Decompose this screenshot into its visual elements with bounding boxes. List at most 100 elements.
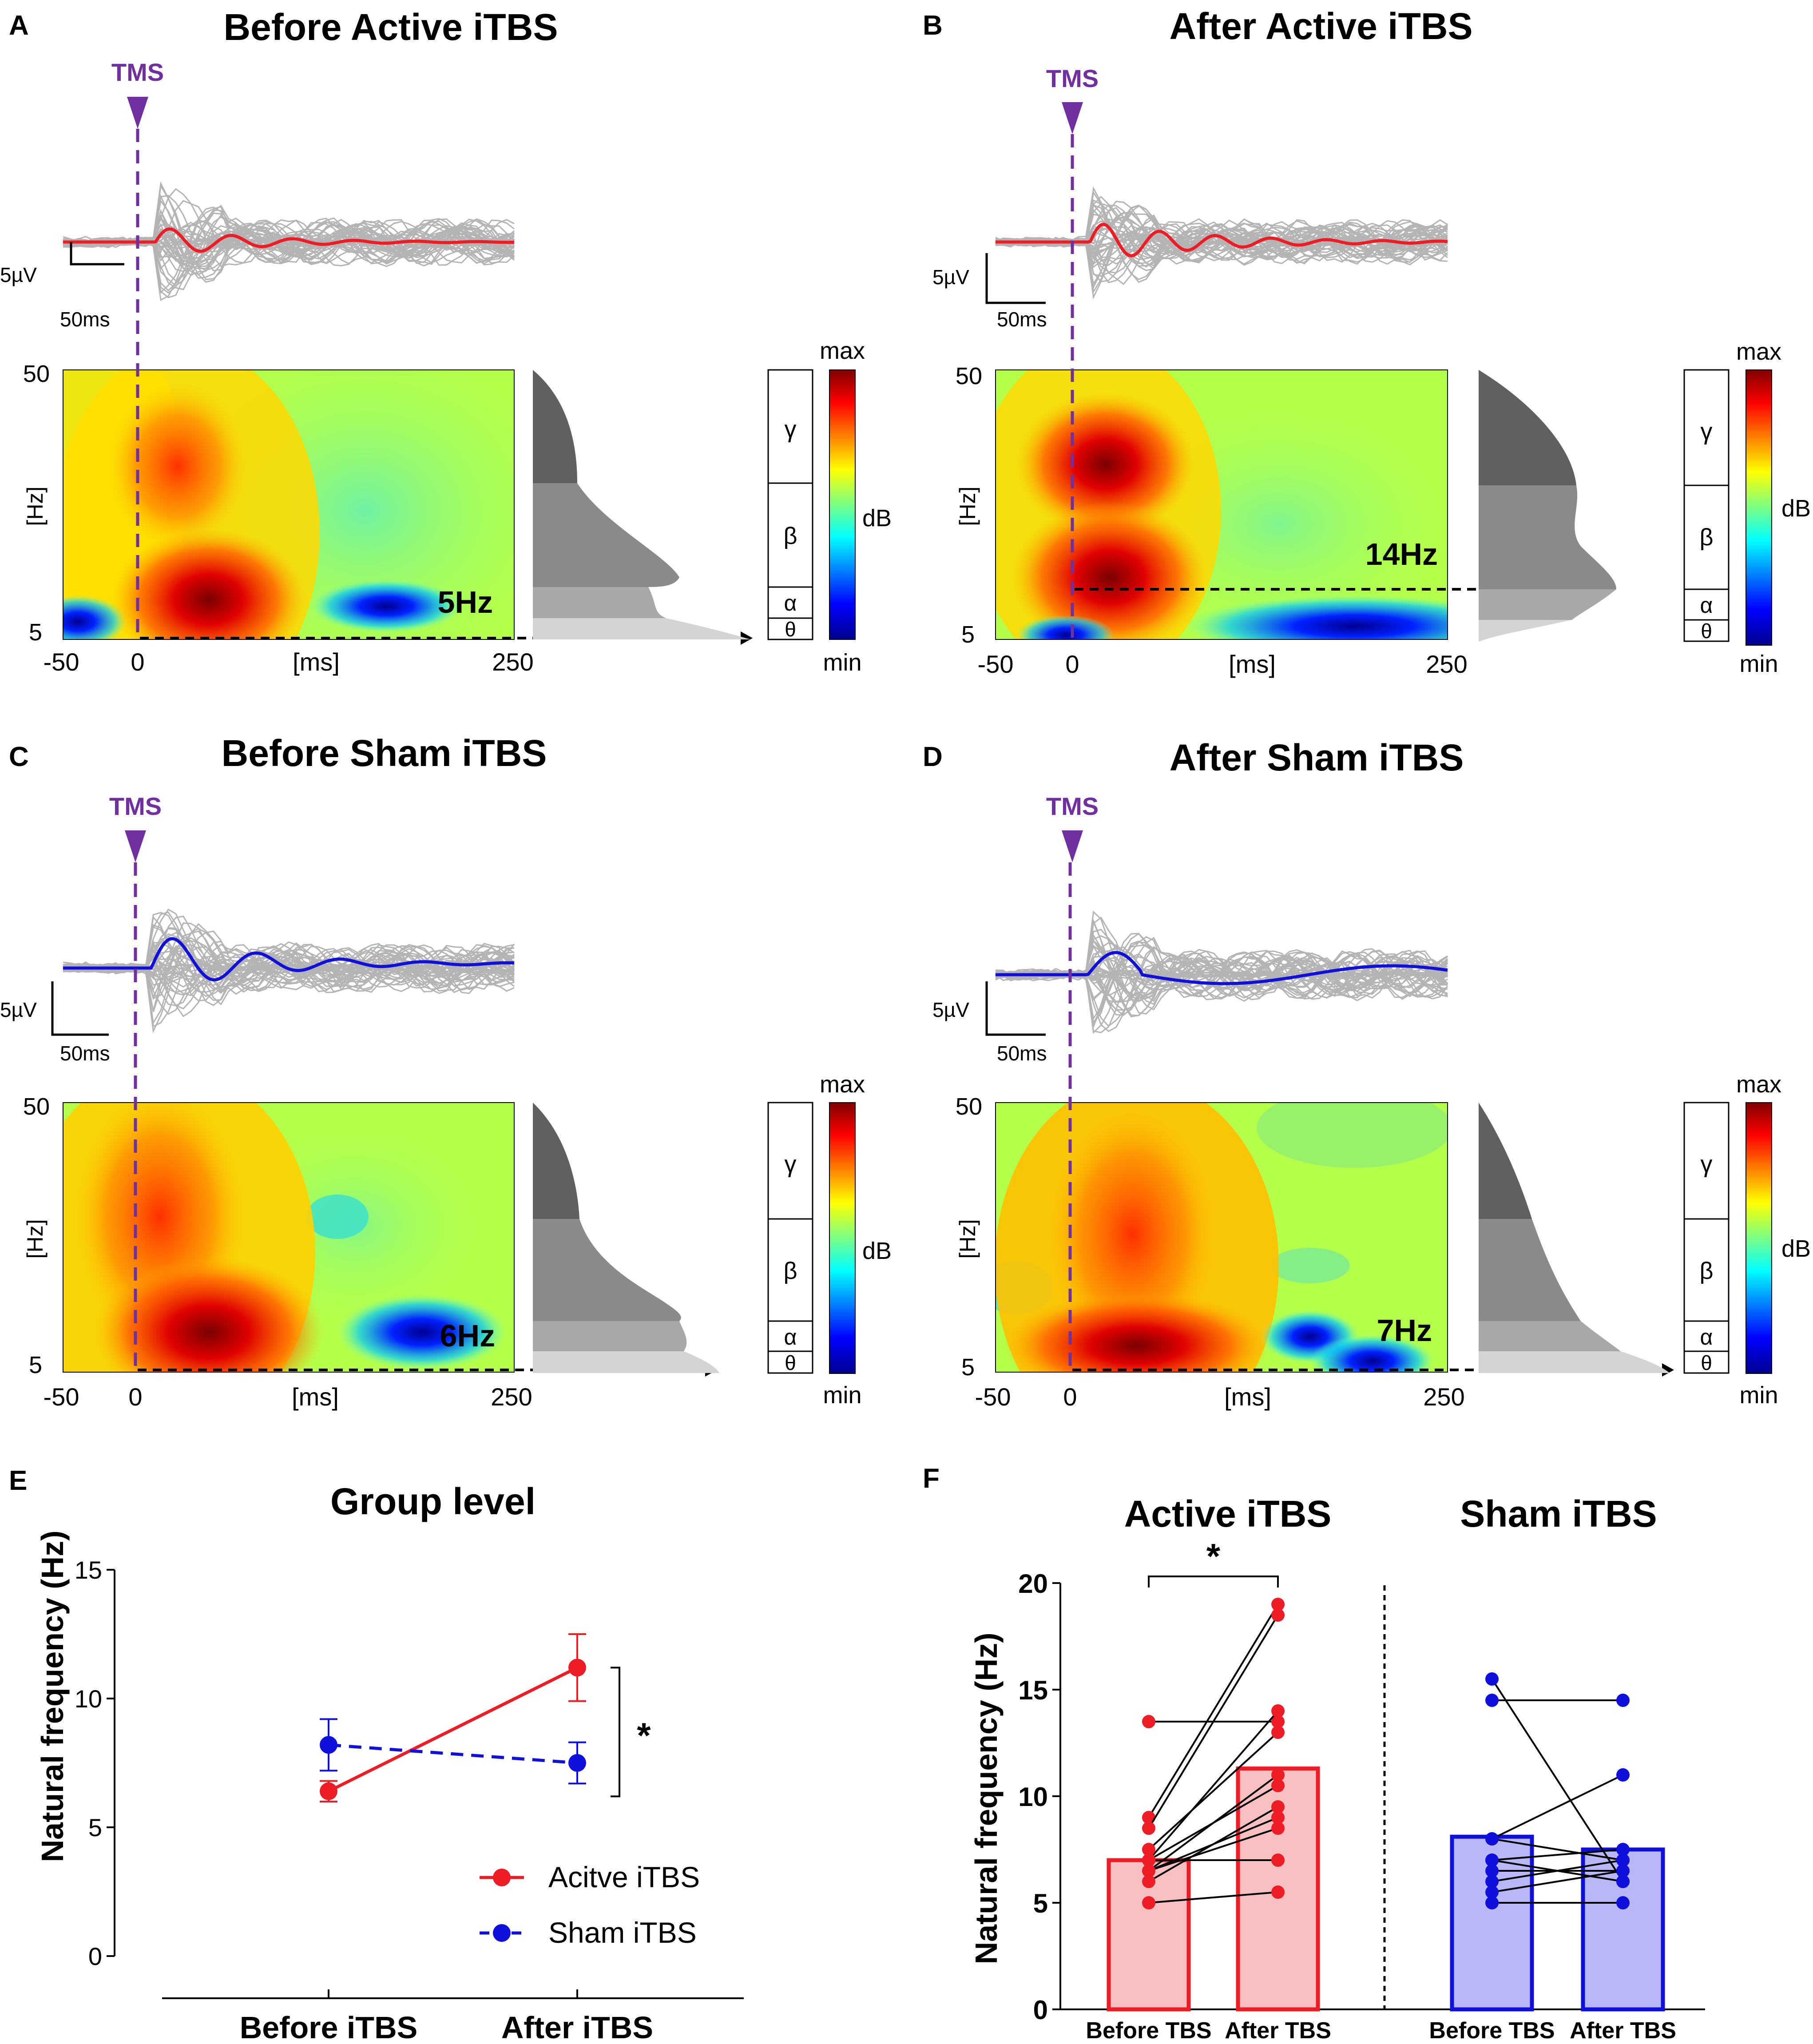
colorbar-max: max [820,1071,865,1098]
scale-bar [70,242,124,266]
scale-voltage-label: 5µV [932,266,969,289]
subject-line [1148,1827,1278,1872]
mean-trace [63,937,515,982]
x-tick-end: 250 [1423,1383,1464,1411]
subject-point [1271,1822,1285,1835]
y-tick-label: 0 [88,1942,102,1970]
subject-point [1142,1715,1155,1728]
y-tick-max: 50 [956,363,982,389]
colorbar-unit: dB [1781,495,1811,522]
tms-label: TMS [1046,792,1099,820]
y-tick-min: 5 [961,1354,975,1381]
triangle-down-icon [1062,102,1083,134]
subject-point [1271,1704,1285,1718]
colorbar [1746,1102,1772,1374]
subject-point [1485,1832,1499,1846]
subject-point [1485,1896,1499,1909]
subject-line [1491,1678,1624,1882]
panel-letter-f: F [923,1463,940,1494]
x-tick-label: Before TBS [1086,2018,1211,2044]
panel-b: B After Active iTBS TMS 5µV 50ms 14Hz 50 [923,5,1811,678]
band-alpha: α [784,591,797,615]
significance-star: * [1206,1536,1221,1576]
scale-bar [985,253,1046,304]
subject-line [1492,1838,1623,1861]
subject-point [1616,1694,1630,1707]
legend-label: Sham iTBS [548,1916,697,1949]
natural-frequency-label: 7Hz [1377,1313,1432,1348]
colorbar [829,1102,856,1374]
x-tick-start: -50 [975,1383,1011,1411]
panel-a-title: Before Active iTBS [223,6,558,48]
scale-time-label: 50ms [997,1042,1047,1065]
group-title-active: Active iTBS [1124,1493,1332,1535]
subject-point [1142,1853,1155,1867]
colorbar-unit: dB [862,1238,892,1264]
colorbar-unit: dB [1781,1235,1811,1262]
time-frequency-map [63,1103,514,1372]
y-axis-label: [Hz] [23,1219,48,1259]
band-theta: θ [785,1351,796,1374]
subject-line [1148,1603,1279,1818]
legend-label: Acitve iTBS [548,1861,700,1893]
y-tick-max: 50 [23,1093,50,1120]
band-boxes: γ β α θ [767,1102,813,1374]
band-gamma: γ [1701,418,1713,445]
tms-label: TMS [1046,64,1099,92]
colorbar-max: max [820,337,865,364]
band-alpha: α [784,1325,797,1349]
subject-point [1271,1598,1285,1611]
power-spectrum [1479,1103,1670,1373]
dashed-arrow-icon [1662,1363,1674,1377]
dashed-arrow-icon [741,631,753,645]
natural-frequency-label: 14Hz [1365,537,1438,572]
scale-time-label: 50ms [997,308,1047,331]
tep-traces [995,910,1448,1034]
data-point [320,1736,337,1754]
panel-letter-e: E [9,1465,27,1496]
colorbar-unit: dB [862,505,892,532]
map-frame [63,369,515,640]
series-line [328,1666,578,1793]
subject-point [1142,1864,1155,1877]
subject-point [1616,1843,1630,1856]
scale-bar [985,981,1046,1036]
x-axis-label: [ms] [292,1383,339,1411]
panel-d-title: After Sham iTBS [1170,737,1464,778]
y-axis-label: [Hz] [955,1219,980,1259]
subject-line [1148,1817,1278,1872]
subject-point [1271,1715,1285,1728]
tep-trace [63,922,515,1011]
subject-line [1148,1785,1278,1861]
subject-point [1271,1853,1285,1867]
y-tick-label: 0 [1033,1995,1048,2025]
subject-line [1492,1774,1623,1840]
subject-line [1492,1870,1623,1893]
subject-point [1485,1864,1499,1877]
subject-point [1485,1875,1499,1888]
significance-bracket [1148,1576,1279,1588]
subject-point [1271,1768,1285,1782]
subject-point [1142,1875,1155,1888]
tep-traces [63,909,515,1034]
subject-point [1271,1779,1285,1792]
y-axis-label: [Hz] [955,487,980,526]
subject-point [1616,1853,1630,1867]
panel-letter-a: A [9,10,29,41]
scale-time-label: 50ms [60,1042,110,1065]
legend-marker [493,1869,511,1886]
scale-bar [51,981,109,1036]
band-beta: β [783,523,797,549]
triangle-down-icon [127,97,148,129]
y-tick-label: 5 [88,1814,102,1842]
x-tick-zero: 0 [128,1383,142,1411]
band-beta: β [1699,524,1713,551]
subject-point [1271,1726,1285,1739]
map-frame [995,1102,1448,1373]
tms-label: TMS [109,792,162,820]
band-gamma: γ [785,1151,797,1178]
band-theta: θ [1701,1351,1712,1374]
colorbar-max: max [1736,1071,1781,1098]
band-theta: θ [1701,619,1712,643]
